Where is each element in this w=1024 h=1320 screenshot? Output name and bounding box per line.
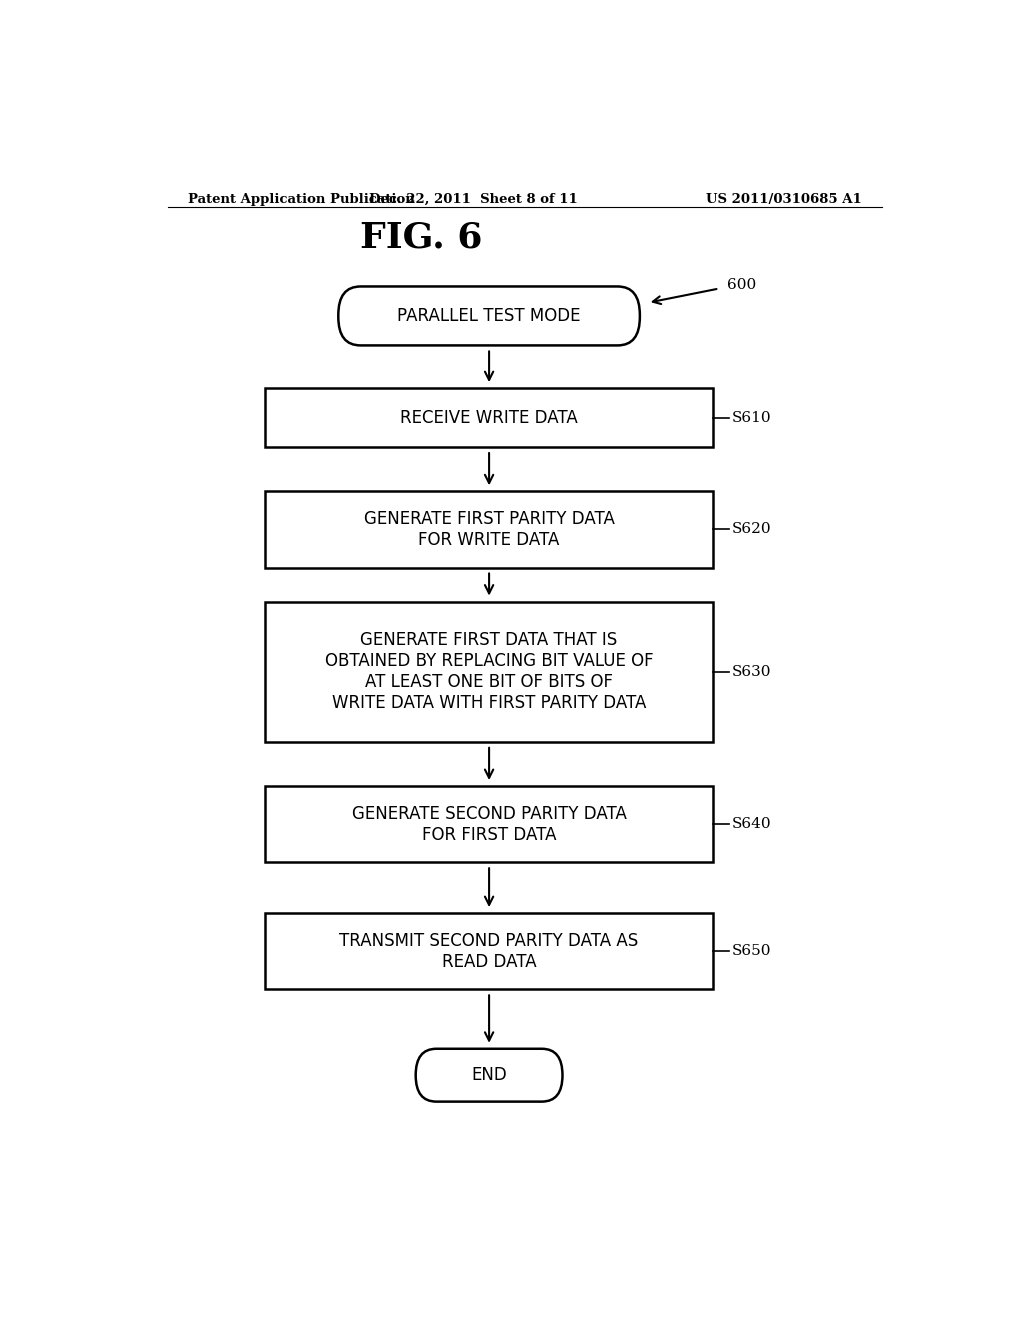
Text: Dec. 22, 2011  Sheet 8 of 11: Dec. 22, 2011 Sheet 8 of 11 bbox=[369, 193, 578, 206]
FancyBboxPatch shape bbox=[265, 602, 714, 742]
Text: US 2011/0310685 A1: US 2011/0310685 A1 bbox=[707, 193, 862, 206]
Text: GENERATE FIRST DATA THAT IS
OBTAINED BY REPLACING BIT VALUE OF
AT LEAST ONE BIT : GENERATE FIRST DATA THAT IS OBTAINED BY … bbox=[325, 631, 653, 711]
Text: S610: S610 bbox=[731, 411, 771, 425]
Text: S630: S630 bbox=[731, 665, 771, 678]
FancyBboxPatch shape bbox=[265, 491, 714, 568]
Text: S650: S650 bbox=[731, 944, 771, 958]
Text: S640: S640 bbox=[731, 817, 771, 832]
FancyBboxPatch shape bbox=[416, 1049, 562, 1102]
Text: RECEIVE WRITE DATA: RECEIVE WRITE DATA bbox=[400, 409, 578, 426]
FancyBboxPatch shape bbox=[265, 913, 714, 989]
FancyBboxPatch shape bbox=[265, 388, 714, 447]
Text: TRANSMIT SECOND PARITY DATA AS
READ DATA: TRANSMIT SECOND PARITY DATA AS READ DATA bbox=[340, 932, 639, 970]
Text: Patent Application Publication: Patent Application Publication bbox=[187, 193, 415, 206]
Text: END: END bbox=[471, 1067, 507, 1084]
Text: GENERATE FIRST PARITY DATA
FOR WRITE DATA: GENERATE FIRST PARITY DATA FOR WRITE DAT… bbox=[364, 510, 614, 549]
FancyBboxPatch shape bbox=[265, 785, 714, 862]
Text: FIG. 6: FIG. 6 bbox=[360, 220, 483, 255]
Text: S620: S620 bbox=[731, 523, 771, 536]
Text: GENERATE SECOND PARITY DATA
FOR FIRST DATA: GENERATE SECOND PARITY DATA FOR FIRST DA… bbox=[351, 805, 627, 843]
FancyBboxPatch shape bbox=[338, 286, 640, 346]
Text: PARALLEL TEST MODE: PARALLEL TEST MODE bbox=[397, 308, 581, 325]
Text: 600: 600 bbox=[727, 279, 757, 293]
